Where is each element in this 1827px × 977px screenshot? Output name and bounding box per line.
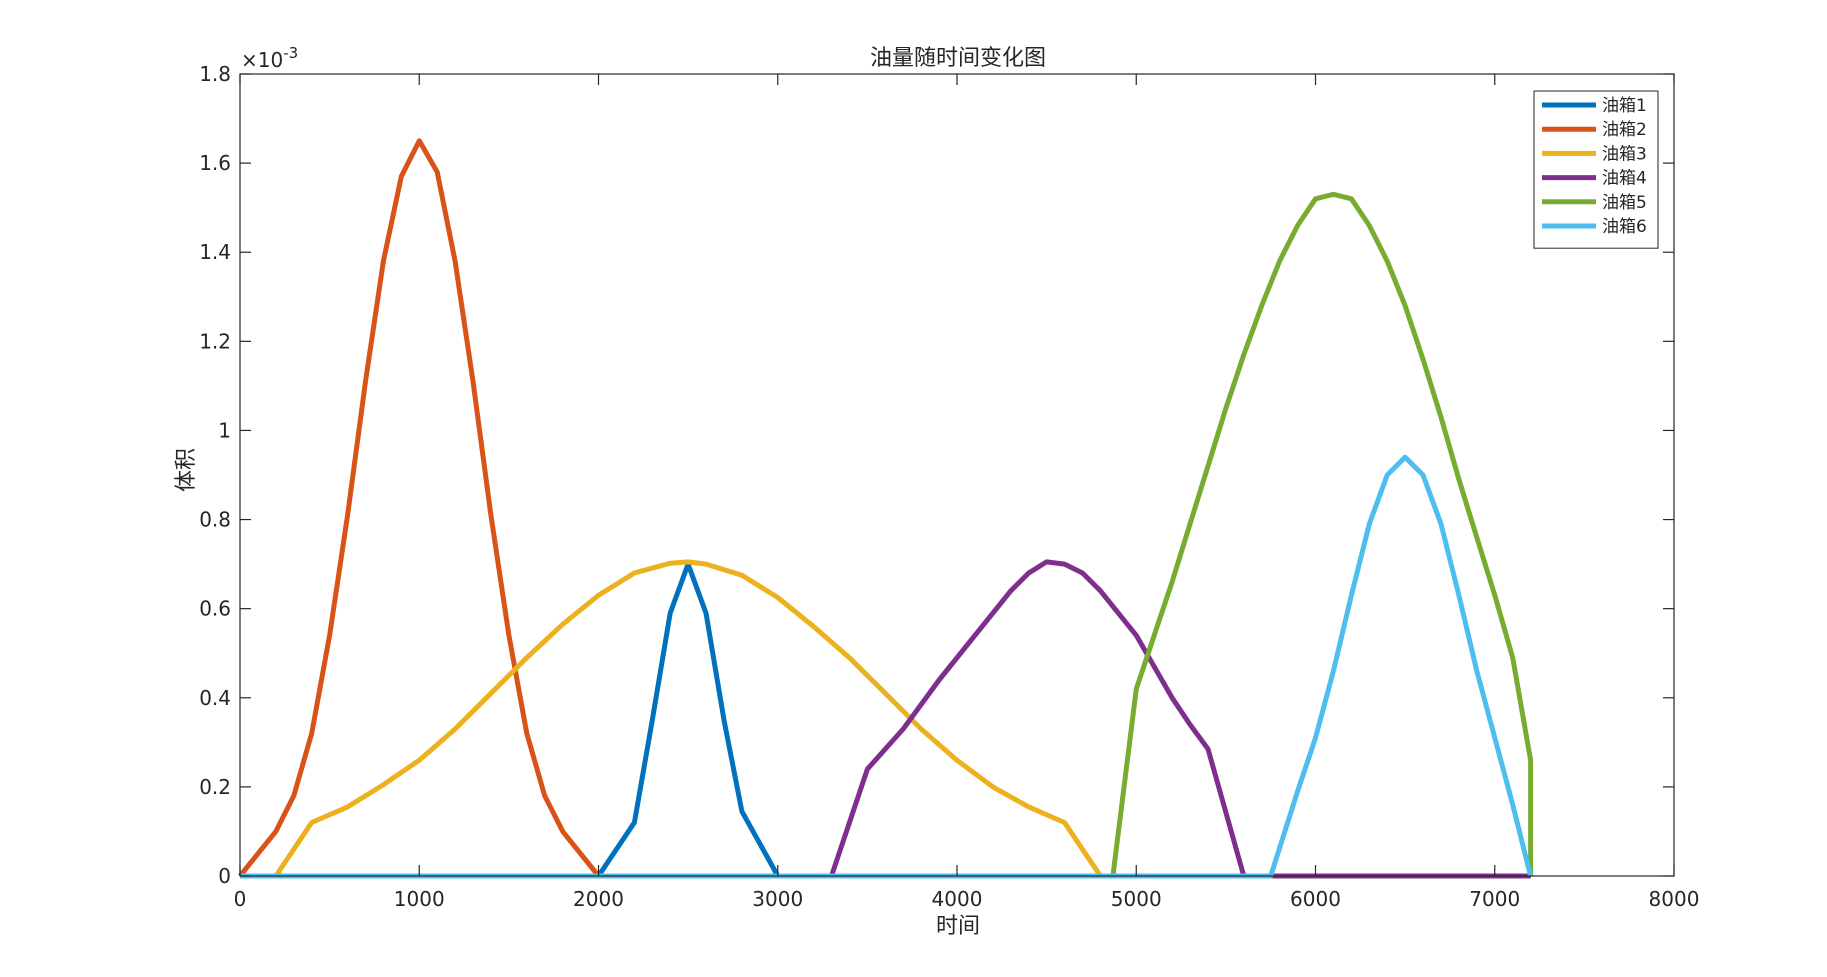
y-tick-label: 0.6 [199,597,231,621]
plot-background [240,74,1674,876]
exponent-base: ×10 [241,48,283,72]
legend-label-3: 油箱3 [1602,144,1647,164]
series-line-4 [240,559,1531,879]
y-axis-title: 体积 [174,448,199,492]
y-tick-label: 0.4 [199,686,231,710]
svg-text:×10-3: ×10-3 [241,44,298,72]
chart-title: 油量随时间变化图 [870,46,1046,71]
series-layer [238,138,1534,879]
legend[interactable]: 油箱1 油箱2 油箱3 油箱4 油箱5 油箱6 [1533,90,1659,249]
legend-box [1533,90,1659,249]
x-axis-title: 时间 [936,914,980,939]
y-axis-exponent: ×10-3 [241,44,298,72]
axes-layer: 0 1000 2000 3000 4000 5000 6000 7000 8000 0 0.2 0.4… [199,62,1699,911]
y-tick-label: 1 [218,418,231,442]
x-tick-label: 2000 [573,887,624,911]
series-line-5 [240,191,1534,879]
x-tick-label: 7000 [1469,887,1520,911]
y-tick-label: 1.2 [199,329,231,353]
x-tick-label: 8000 [1649,887,1700,911]
x-tick-label: 0 [234,887,247,911]
x-tick-label: 5000 [1111,887,1162,911]
y-tick-label: 0 [218,864,231,888]
y-tick-label: 1.8 [199,62,231,86]
y-tick-label: 0.2 [199,775,231,799]
x-tick-label: 3000 [752,887,803,911]
legend-label-2: 油箱2 [1602,120,1647,140]
series-line-2 [238,138,1531,879]
x-tick-label: 4000 [932,887,983,911]
series-line-3 [240,559,1531,879]
exponent-power: -3 [283,44,298,62]
legend-label-5: 油箱5 [1602,193,1647,213]
y-tick-label: 0.8 [199,508,231,532]
x-tick-label: 6000 [1290,887,1341,911]
legend-label-4: 油箱4 [1602,169,1647,189]
legend-label-6: 油箱6 [1602,217,1647,237]
series-line-6 [240,454,1534,879]
y-tick-label: 1.6 [199,151,231,175]
x-tick-label: 1000 [394,887,445,911]
legend-label-1: 油箱1 [1602,96,1647,116]
plot-area [240,74,1674,876]
y-tick-label: 1.4 [199,240,231,264]
